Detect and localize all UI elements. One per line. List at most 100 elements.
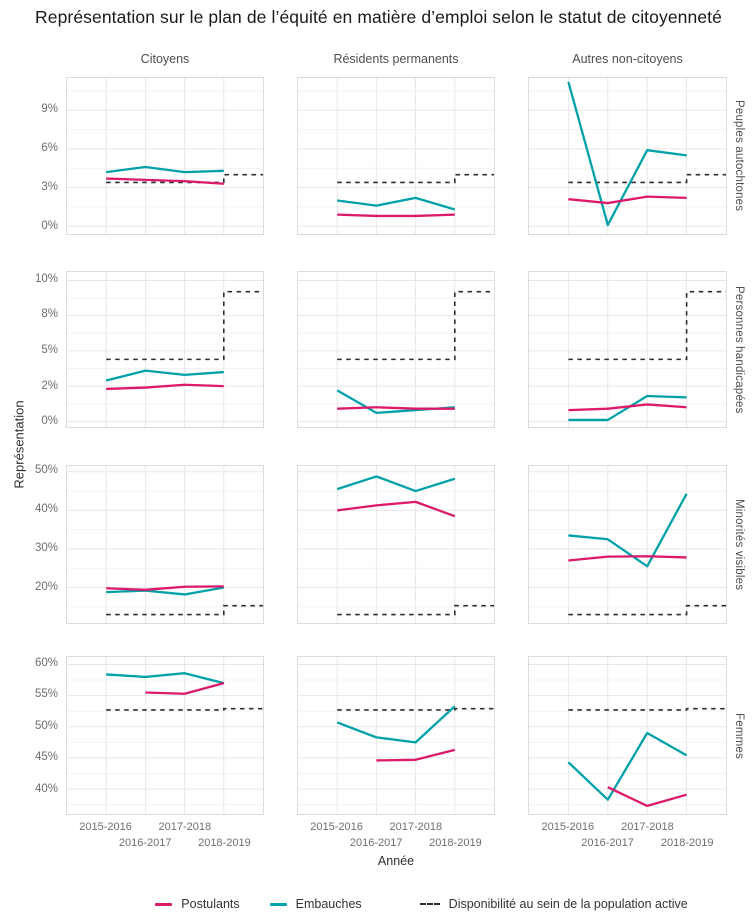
- y-axis-tick-label: 50%: [34, 463, 58, 476]
- embauches-line: [337, 196, 456, 211]
- facet-panel: [297, 656, 495, 815]
- facet-panel: [297, 271, 495, 428]
- embauches-line: [105, 369, 224, 382]
- postulants-line-key-icon: [155, 902, 173, 906]
- disponibilite-step-line: [568, 707, 726, 711]
- facet-panel: [297, 465, 495, 624]
- row-facet-label: Femmes: [733, 712, 745, 759]
- panel-plot: [298, 272, 494, 427]
- postulants-line: [337, 500, 456, 518]
- row-facet-label: Peuples autochtones: [733, 100, 745, 212]
- postulants-line: [106, 585, 224, 591]
- legend-item-embauches: Embauches: [269, 897, 362, 911]
- postulants-line: [106, 383, 224, 391]
- chart-legend: Postulants Embauches Disponibilité au se…: [0, 897, 753, 911]
- legend-item-disponibilite: Disponibilité au sein de la population a…: [419, 897, 688, 911]
- disponibilite-step-line: [337, 173, 494, 184]
- x-axis-tick-label: 2016-2017: [118, 837, 172, 849]
- disponibilite-step-line: [106, 173, 263, 184]
- x-axis-tick-label: 2018-2019: [198, 837, 251, 849]
- column-facet-label: Résidents permanents: [333, 52, 459, 66]
- panel-plot: [67, 657, 263, 814]
- legend-label-embauches: Embauches: [295, 897, 362, 911]
- disponibilite-step-line: [106, 604, 263, 616]
- legend-label-postulants: Postulants: [181, 897, 240, 911]
- x-axis-title: Année: [377, 854, 415, 868]
- y-axis-tick-label: 0%: [41, 220, 58, 233]
- postulants-line: [106, 177, 224, 185]
- facet-panel: [66, 465, 264, 624]
- embauches-line: [567, 731, 688, 801]
- panel-plot: [298, 78, 494, 234]
- x-axis-tick-label: 2017-2018: [621, 821, 674, 833]
- y-axis-tick-label: 9%: [41, 102, 58, 115]
- y-axis-tick-label: 45%: [34, 751, 58, 764]
- panel-plot: [67, 78, 263, 234]
- y-axis-tick-label: 8%: [41, 308, 58, 321]
- x-axis-tick-label: 2017-2018: [158, 821, 212, 833]
- y-axis-tick-label: 40%: [34, 502, 58, 515]
- embauches-line: [106, 165, 224, 174]
- facet-panel: [528, 656, 727, 815]
- x-axis-tick-label: 2015-2016: [310, 821, 363, 833]
- x-axis-tick-label: 2018-2019: [429, 837, 482, 849]
- postulants-line: [568, 195, 687, 205]
- panel-plot: [529, 272, 726, 427]
- panel-plot: [298, 657, 494, 814]
- facet-panel: [528, 77, 727, 235]
- embauches-line: [568, 493, 688, 568]
- y-axis-tick-label: 40%: [34, 782, 58, 795]
- embauches-line: [568, 394, 687, 422]
- panel-plot: [529, 78, 726, 234]
- x-axis-tick-label: 2016-2017: [581, 837, 634, 849]
- embauches-line-key-icon: [269, 902, 287, 906]
- postulants-line: [337, 213, 455, 218]
- y-axis-tick-label: 3%: [41, 180, 58, 193]
- facet-panel: [297, 77, 495, 235]
- panel-plot: [67, 466, 263, 623]
- embauches-line: [106, 586, 225, 596]
- column-facet-label: Citoyens: [140, 52, 190, 66]
- x-axis-tick-label: 2015-2016: [541, 821, 595, 833]
- postulants-line: [607, 786, 687, 808]
- facet-panel: [66, 656, 264, 815]
- x-axis-tick-label: 2018-2019: [660, 837, 714, 849]
- panel-plot: [67, 272, 263, 427]
- postulants-line: [568, 555, 687, 562]
- embauches-line: [567, 81, 687, 227]
- legend-label-disponibilite: Disponibilité au sein de la population a…: [448, 897, 688, 911]
- disponibilite-step-line: [337, 707, 494, 711]
- panel-plot: [529, 657, 726, 814]
- y-axis-tick-label: 30%: [34, 541, 58, 554]
- y-axis-tick-label: 10%: [34, 272, 58, 285]
- disponibilite-dashed-key-icon: [419, 903, 440, 905]
- panel-plot: [298, 466, 494, 623]
- disponibilite-step-line: [568, 604, 726, 616]
- y-axis-tick-label: 6%: [41, 141, 58, 154]
- chart-title: Représentation sur le plan de l’équité e…: [35, 7, 722, 27]
- facet-panel: [528, 465, 727, 624]
- y-axis-tick-label: 5%: [41, 343, 58, 356]
- y-axis-tick-label: 0%: [41, 415, 58, 428]
- postulants-line: [337, 406, 455, 410]
- postulants-line: [376, 748, 456, 762]
- x-axis-tick-label: 2017-2018: [389, 821, 443, 833]
- x-axis-tick-label: 2016-2017: [349, 837, 403, 849]
- y-axis-tick-label: 55%: [34, 688, 58, 701]
- column-facet-label: Autres non-citoyens: [572, 52, 683, 66]
- y-axis-tick-label: 2%: [41, 379, 58, 392]
- row-facet-label: Minorités visibles: [733, 498, 745, 591]
- panel-plot: [529, 466, 726, 623]
- y-axis-tick-label: 60%: [34, 656, 58, 669]
- disponibilite-step-line: [568, 173, 726, 184]
- row-facet-label: Personnes handicapées: [733, 285, 745, 414]
- facet-panel: [66, 271, 264, 428]
- postulants-line: [145, 682, 225, 695]
- postulants-line: [568, 403, 687, 412]
- embauches-line: [106, 672, 225, 685]
- y-axis-tick-label: 50%: [34, 719, 58, 732]
- legend-item-postulants: Postulants: [155, 897, 240, 911]
- embauches-line: [336, 705, 456, 744]
- x-axis-tick-label: 2015-2016: [79, 821, 132, 833]
